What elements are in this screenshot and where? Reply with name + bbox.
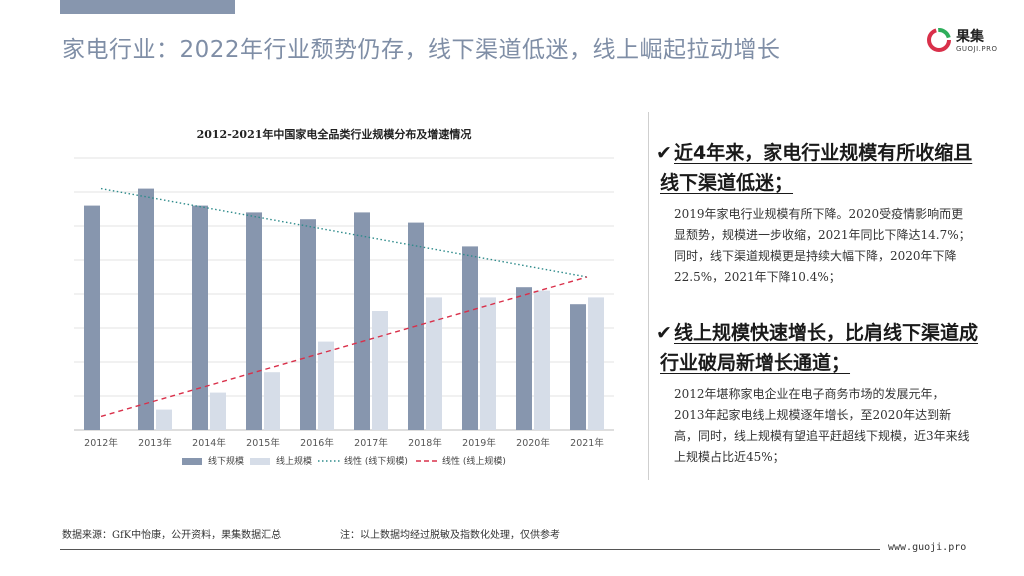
bar-online [318,341,334,430]
chart-x-labels: 2012年 2013年 2014年 2015年 2016年 2017年 2018年 2019年… [84,437,604,449]
check-icon: ✔ [656,142,672,164]
section-divider [648,112,649,480]
x-tick-label: 2016年 [300,437,334,449]
x-tick-label: 2020年 [516,437,550,449]
key-point-1: ✔ 近4年来，家电行业规模有所收缩且线下渠道低迷； 2019年家电行业规模有所下降… [656,138,980,288]
bar-offline [570,304,586,430]
website-link[interactable]: www.guoji.pro [888,542,967,553]
legend-label: 线下规模 [208,455,244,467]
key-point-2-heading-text: 线上规模快速增长，比肩线下渠道成行业破局新增长通道； [660,322,979,374]
bar-online [534,290,550,430]
legend-label: 线上规模 [276,455,312,467]
logo-mark-icon [927,28,951,52]
x-tick-label: 2012年 [84,437,118,449]
bar-offline [192,205,208,430]
data-source-note: 数据来源：GfK中怡康，公开资料，果集数据汇总 [62,530,282,541]
bar-online [156,409,172,430]
bar-offline [462,246,478,430]
chart-trendlines [100,187,588,418]
page-title: 家电行业：2022年行业颓势仍存，线下渠道低迷，线上崛起拉动增长 [62,37,781,63]
bar-online [210,392,226,430]
bar-offline [516,287,532,430]
x-tick-label: 2013年 [138,437,172,449]
x-tick-label: 2019年 [462,437,496,449]
disclaimer-note: 注：以上数据均经过脱敏及指数化处理，仅供参考 [340,530,560,541]
top-accent-bar [60,0,235,14]
logo-name: 果集 [956,29,984,45]
trendline-offline [100,187,588,278]
key-point-2-body: 2012年堪称家电企业在电子商务市场的发展元年，2013年起家电线上规模逐年增长… [674,387,970,464]
x-tick-label: 2017年 [354,437,388,449]
bar-online [480,297,496,430]
key-point-1-heading: ✔ 近4年来，家电行业规模有所收缩且线下渠道低迷； [656,138,980,198]
legend-swatch [182,458,202,465]
key-point-1-heading-text: 近4年来，家电行业规模有所收缩且线下渠道低迷； [660,142,973,194]
chart-gridlines [74,157,614,431]
key-point-1-body: 2019年家电行业规模有所下降。2020受疫情影响而更显颓势，规模进一步收缩，2… [674,207,971,284]
legend-label: 线性 (线上规模) [442,455,506,467]
x-tick-label: 2014年 [192,437,226,449]
logo-subtitle: GUOJI.PRO [956,45,998,53]
x-tick-label: 2021年 [570,437,604,449]
bar-offline [246,212,262,430]
trendline-online [100,276,588,418]
legend-label: 线性 (线下规模) [344,455,408,467]
bar-offline [354,212,370,430]
chart-legend: 线下规模 线上规模 线性 (线下规模) 线性 (线上规模) [182,455,506,467]
x-tick-label: 2018年 [408,437,442,449]
legend-swatch [250,458,270,465]
chart-bars [84,188,604,430]
check-icon: ✔ [656,322,672,344]
brand-logo: 果集 GUOJI.PRO [926,24,998,58]
key-point-2-heading: ✔ 线上规模快速增长，比肩线下渠道成行业破局新增长通道； [656,318,980,378]
bar-online [264,372,280,430]
bar-offline [138,188,154,430]
bar-online [372,311,388,430]
x-tick-label: 2015年 [246,437,280,449]
key-point-2: ✔ 线上规模快速增长，比肩线下渠道成行业破局新增长通道； 2012年堪称家电企业在… [656,318,980,468]
bar-offline [84,205,100,430]
chart-title: 2012-2021年中国家电全品类行业规模分布及增速情况 [197,127,472,141]
bar-offline [300,219,316,430]
bar-online [588,297,604,430]
bar-online [426,297,442,430]
chart: 2012-2021年中国家电全品类行业规模分布及增速情况 2012年 2013年 2… [74,127,614,467]
footer-line [60,549,880,550]
